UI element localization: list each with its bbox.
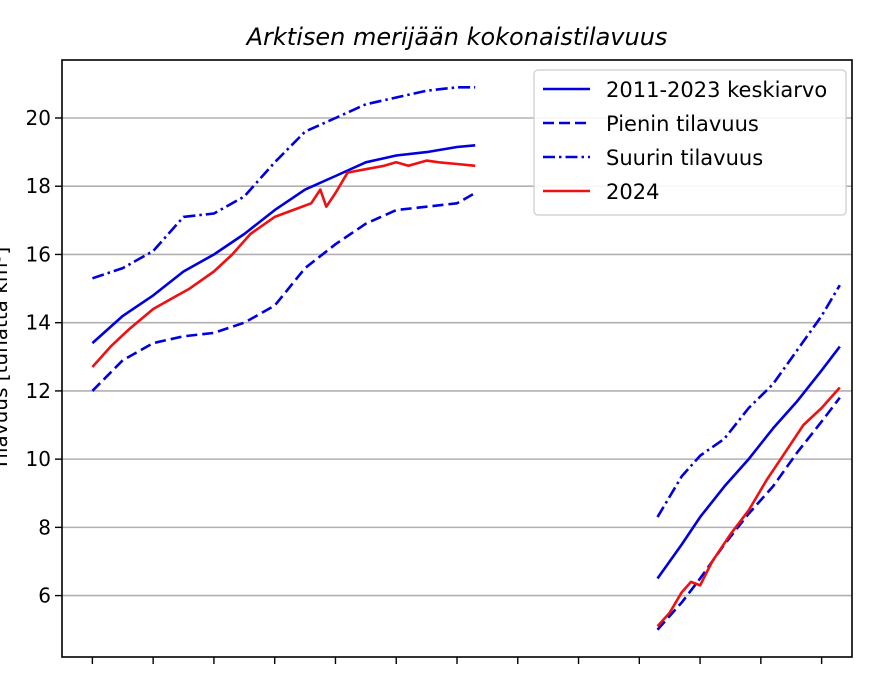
y-axis-ticks: 6 8 10 12 14 16 18 20 [26, 106, 62, 608]
series-line-3-segment-1 [656, 386, 841, 628]
y-tick-label-16: 16 [26, 242, 51, 266]
series-line-0-segment-1 [656, 345, 841, 580]
series-line-1-segment-1 [656, 396, 841, 631]
legend-label-0: 2011-2023 keskiarvo [606, 78, 827, 102]
series-line-1-segment-0 [91, 191, 476, 392]
y-tick-label-18: 18 [26, 174, 51, 198]
series-lines [91, 86, 841, 631]
x-axis-ticks [91, 657, 823, 664]
series-line-2-segment-0 [91, 86, 476, 280]
legend-label-1: Pienin tilavuus [606, 112, 759, 136]
plot-frame [61, 59, 853, 658]
y-tick-label-20: 20 [26, 106, 51, 130]
y-tick-label-10: 10 [26, 447, 51, 471]
series-line-0-segment-0 [91, 144, 476, 345]
legend-box [533, 69, 847, 216]
y-tick-label-6: 6 [38, 584, 51, 608]
chart-title: Arktisen merijään kokonaistilavuus [245, 23, 668, 51]
y-tick-label-8: 8 [38, 515, 51, 539]
legend: 2011-2023 keskiarvo Pienin tilavuus Suurin… [533, 69, 847, 216]
y-tick-label-14: 14 [26, 311, 51, 335]
legend-label-2: Suurin tilavuus [606, 146, 763, 170]
series-line-3-segment-0 [91, 159, 476, 368]
y-axis-label: Tilavuus [tuhatta km³] [0, 247, 12, 471]
y-tick-label-12: 12 [26, 379, 51, 403]
legend-label-3: 2024 [606, 180, 659, 204]
grid-lines [62, 117, 852, 597]
series-line-2-segment-1 [656, 284, 841, 518]
